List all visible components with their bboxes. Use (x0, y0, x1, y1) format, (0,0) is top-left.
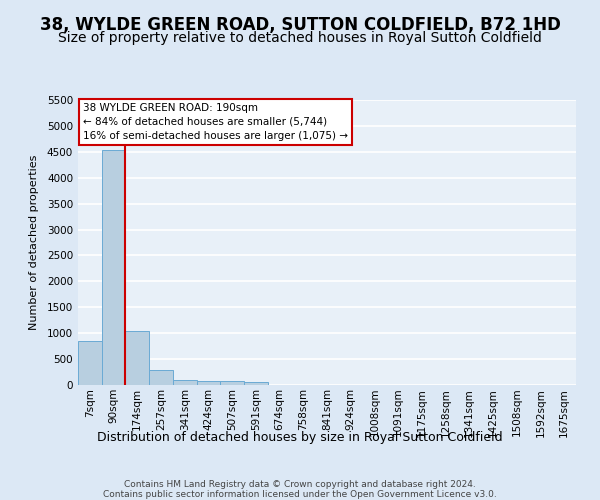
Bar (220, 382, 244, 385)
Text: 38 WYLDE GREEN ROAD: 190sqm
← 84% of detached houses are smaller (5,744)
16% of : 38 WYLDE GREEN ROAD: 190sqm ← 84% of det… (83, 103, 348, 141)
Bar (173, 380, 197, 385)
Bar (149, 370, 173, 385)
Bar (125, 330, 149, 385)
Text: 38, WYLDE GREEN ROAD, SUTTON COLDFIELD, B72 1HD: 38, WYLDE GREEN ROAD, SUTTON COLDFIELD, … (40, 16, 560, 34)
Bar (102, 150, 125, 385)
Text: Distribution of detached houses by size in Royal Sutton Coldfield: Distribution of detached houses by size … (97, 431, 503, 444)
Bar (244, 382, 268, 385)
Bar (197, 381, 220, 385)
Text: Contains HM Land Registry data © Crown copyright and database right 2024.
Contai: Contains HM Land Registry data © Crown c… (103, 480, 497, 499)
Y-axis label: Number of detached properties: Number of detached properties (29, 155, 38, 330)
Bar (78, 341, 102, 385)
Text: Size of property relative to detached houses in Royal Sutton Coldfield: Size of property relative to detached ho… (58, 31, 542, 45)
